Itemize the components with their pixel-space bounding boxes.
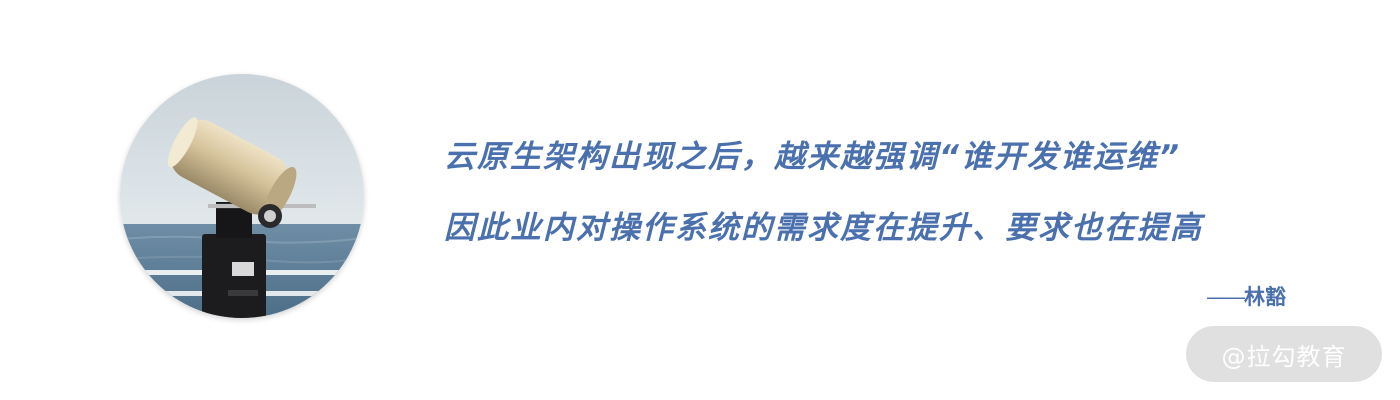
lagou-watermark: @拉勾教育 <box>1186 326 1382 382</box>
attribution-dash: —— <box>1206 285 1246 309</box>
binoculars-photo <box>120 74 364 318</box>
quote-line-1: 云原生架构出现之后，越来越强调“谁开发谁运维” <box>444 139 1181 175</box>
quote-line-2: 因此业内对操作系统的需求度在提升、要求也在提高 <box>444 210 1203 246</box>
binoculars-illustration <box>120 74 364 318</box>
quote-attribution: ——林豁 <box>1206 287 1286 308</box>
author-name: 林豁 <box>1244 285 1286 309</box>
